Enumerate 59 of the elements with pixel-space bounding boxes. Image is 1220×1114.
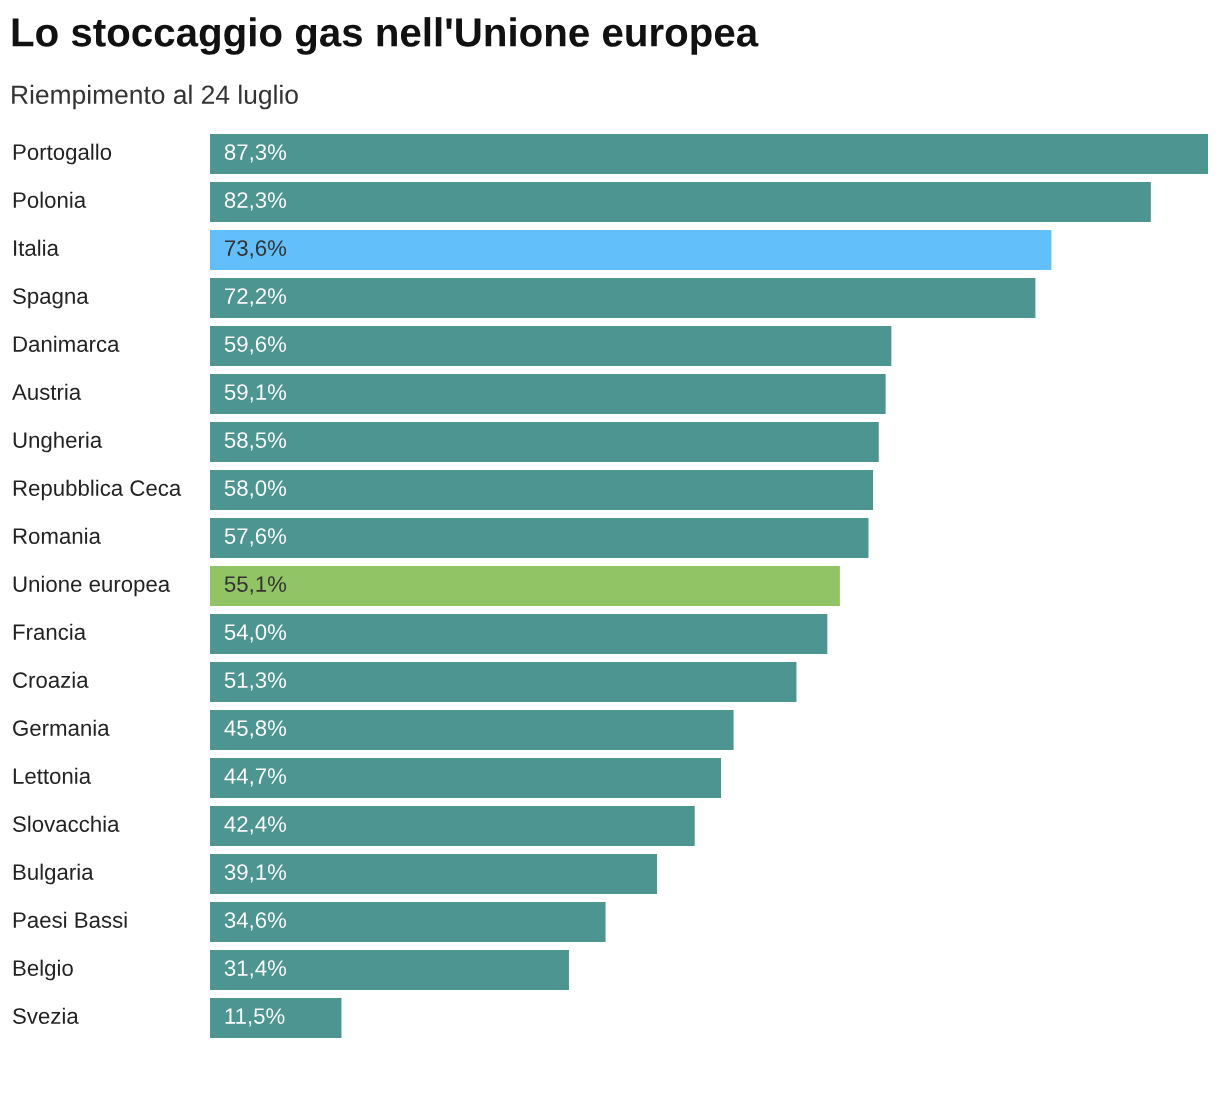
bar xyxy=(210,806,695,846)
data-label: 59,1% xyxy=(224,384,287,403)
bar xyxy=(210,998,342,1038)
bar xyxy=(210,134,1208,174)
y-tick-label: Bulgaria xyxy=(13,863,94,885)
y-tick-label: Austria xyxy=(12,383,82,400)
data-label: 59,6% xyxy=(224,336,287,355)
data-label: 34,6% xyxy=(224,912,287,931)
bar xyxy=(210,182,1151,222)
data-label: 45,8% xyxy=(224,720,287,739)
y-tick-label: Polonia xyxy=(13,191,87,208)
bar xyxy=(210,470,874,510)
data-label: 44,7% xyxy=(224,768,287,787)
y-tick-label: Paesi Bassi xyxy=(13,911,127,928)
bar xyxy=(210,374,886,414)
data-label: 58,0% xyxy=(224,480,287,499)
data-label: 72,2% xyxy=(225,288,287,307)
data-label: 39,1% xyxy=(224,864,287,883)
data-label: 58,5% xyxy=(224,432,287,451)
bar xyxy=(210,422,879,462)
y-tick-label: Danimarca xyxy=(13,335,120,352)
data-label: 73,6% xyxy=(225,240,287,259)
y-tick-label: Repubblica Ceca xyxy=(13,479,182,501)
y-tick-label: Ungheria xyxy=(13,431,103,453)
y-tick-label: Spagna xyxy=(13,288,89,309)
bar xyxy=(210,566,840,606)
y-tick-label: Romania xyxy=(13,527,101,544)
y-tick-label: Francia xyxy=(13,623,87,640)
data-label: 57,6% xyxy=(224,528,287,547)
bar xyxy=(210,662,797,702)
data-label: 51,3% xyxy=(224,672,287,691)
data-label: 55,1% xyxy=(224,576,287,595)
bar xyxy=(210,902,606,942)
bar xyxy=(210,614,828,654)
y-tick-label: Italia xyxy=(14,239,59,256)
y-tick-label: Unione europea xyxy=(13,575,171,597)
data-label: 82,3% xyxy=(224,192,287,211)
data-label: 87,3% xyxy=(224,144,287,163)
bar xyxy=(210,278,1036,318)
bar xyxy=(210,950,569,990)
y-tick-label: Belgio xyxy=(13,959,73,981)
y-tick-label: Lettonia xyxy=(13,767,92,784)
y-tick-label: Svezia xyxy=(13,1007,79,1024)
y-tick-label: Germania xyxy=(13,719,110,736)
bar xyxy=(210,758,721,798)
y-tick-label: Portogallo xyxy=(13,143,112,165)
chart-title: Lo stoccaggio gas nell'Unione europea xyxy=(12,17,759,55)
bar xyxy=(210,326,892,366)
data-label: 42,4% xyxy=(224,816,287,835)
data-label: 31,4% xyxy=(224,960,287,979)
bar xyxy=(210,518,869,558)
y-tick-label: Slovacchia xyxy=(13,815,120,832)
bar xyxy=(210,230,1052,270)
bar xyxy=(210,710,734,750)
data-label: 11,5% xyxy=(225,1008,285,1027)
data-label: 54,0% xyxy=(224,624,287,643)
y-tick-label: Croazia xyxy=(13,671,89,688)
chart-subtitle: Riempimento al 24 luglio xyxy=(12,84,298,110)
bar xyxy=(210,854,657,894)
